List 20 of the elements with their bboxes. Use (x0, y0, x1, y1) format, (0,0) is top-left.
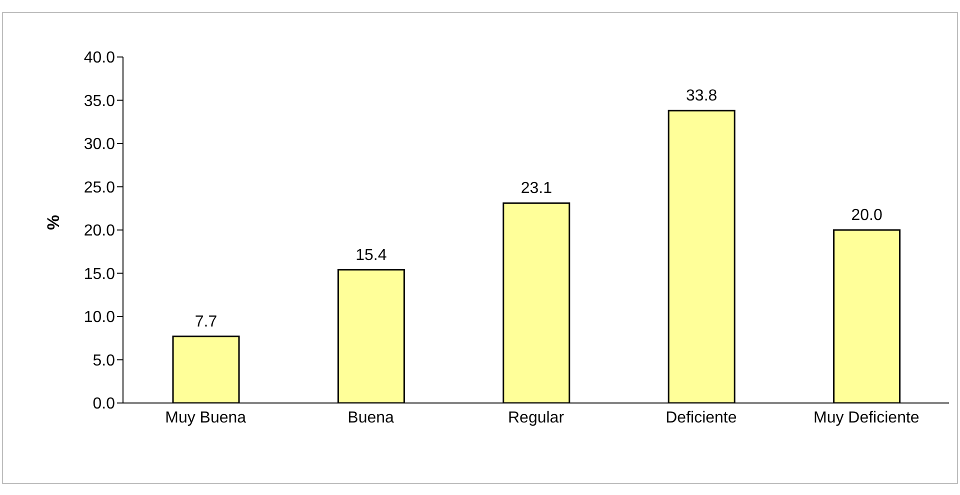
y-tick-label: 10.0 (84, 309, 116, 326)
data-label: 7.7 (194, 313, 218, 330)
y-axis-title: % (44, 214, 64, 230)
data-label: 23.1 (520, 180, 552, 198)
y-tick-label: 25.0 (84, 179, 116, 196)
x-tick-label: Deficiente (666, 409, 737, 426)
x-tick-label: Regular (508, 409, 565, 426)
y-tick-label: 15.0 (84, 266, 116, 283)
y-tick-label: 30.0 (84, 136, 116, 154)
x-tick-label: Muy Buena (165, 409, 246, 426)
data-label: 20.0 (851, 207, 882, 224)
x-tick-label: Buena (348, 409, 394, 426)
data-label: 15.4 (356, 246, 387, 264)
y-tick-label: 0.0 (92, 396, 116, 413)
y-tick-label: 20.0 (84, 222, 116, 240)
data-label: 33.8 (686, 88, 718, 105)
y-tick-label: 40.0 (84, 50, 116, 67)
x-tick-label: Muy Deficiente (813, 409, 920, 426)
y-tick-label: 5.0 (92, 352, 116, 370)
y-tick-label: 35.0 (84, 92, 116, 110)
